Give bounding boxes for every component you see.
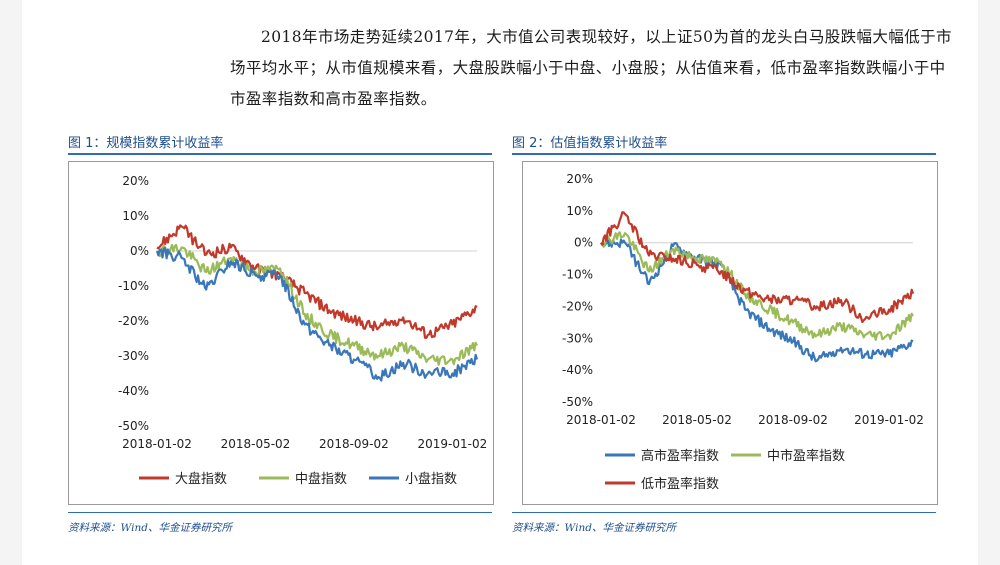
fig2-legend-label-2: 中市盈率指数 [767, 448, 845, 464]
fig1-series-line-3 [155, 246, 479, 382]
figure1-chart-frame: 20% 10% 0% -10% -20% -30% -40% -50% 2018-01-02 20… [68, 161, 494, 505]
figure2-rule [512, 153, 936, 155]
fig1-ytick-label: -10% [118, 279, 149, 293]
fig1-xtick-label: 2019-01-02 [418, 437, 488, 451]
fig2-series-line-1 [600, 237, 914, 363]
fig2-legend-label-1: 高市盈率指数 [641, 448, 719, 464]
fig2-ytick-label: -20% [562, 299, 593, 313]
fig2-series-line-3 [600, 211, 915, 324]
fig1-legend-label-2: 中盘指数 [295, 471, 347, 487]
figure2-chart: 20% 10% 0% -10% -20% -30% -40% -50% 2018-01-02 20… [562, 172, 924, 492]
fig2-legend-label-3: 低市盈率指数 [641, 476, 719, 492]
fig1-ytick-label: -30% [118, 349, 149, 363]
fig1-ytick-label: 20% [122, 174, 149, 188]
figure2-title: 图 2：估值指数累计收益率 [512, 136, 668, 151]
fig1-series-line-2 [156, 243, 478, 366]
fig2-ytick-label: -30% [562, 331, 593, 345]
fig1-ytick-label: -50% [118, 419, 149, 433]
figure1-source-rule [68, 512, 492, 513]
fig2-xtick-label: 2018-01-02 [566, 413, 636, 427]
fig2-ytick-label: -50% [562, 395, 593, 409]
fig1-ytick-label: 10% [122, 209, 149, 223]
fig2-ytick-label: 20% [566, 172, 593, 186]
fig1-legend-label-1: 大盘指数 [175, 471, 227, 487]
fig1-xtick-label: 2018-05-02 [221, 437, 291, 451]
report-page: 2018年市场走势延续2017年，大市值公司表现较好，以上证50为首的龙头白马股… [22, 0, 978, 565]
fig2-ytick-label: -40% [562, 363, 593, 377]
figure1-title: 图 1：规模指数累计收益率 [68, 136, 224, 151]
figure2-chart-frame: 20% 10% 0% -10% -20% -30% -40% -50% 2018-01-02 20… [522, 161, 938, 505]
fig2-ytick-label: 0% [574, 236, 593, 250]
figure1-rule [68, 153, 492, 155]
figure2-source-rule [512, 512, 936, 513]
figure1-chart: 20% 10% 0% -10% -20% -30% -40% -50% 2018-01-02 20… [118, 174, 488, 487]
fig2-series-line-2 [600, 231, 914, 341]
fig2-xtick-label: 2019-01-02 [854, 413, 924, 427]
fig1-xtick-label: 2018-09-02 [319, 437, 389, 451]
figure1-source: 资料来源：Wind、华金证券研究所 [68, 522, 232, 534]
fig2-ytick-label: -10% [562, 268, 593, 282]
fig1-ytick-label: -20% [118, 314, 149, 328]
fig2-xtick-label: 2018-05-02 [662, 413, 732, 427]
fig1-legend-label-3: 小盘指数 [405, 471, 457, 487]
summary-paragraph: 2018年市场走势延续2017年，大市值公司表现较好，以上证50为首的龙头白马股… [230, 28, 952, 108]
fig1-ytick-label: -40% [118, 384, 149, 398]
figure2-source: 资料来源：Wind、华金证券研究所 [512, 522, 676, 534]
fig2-ytick-label: 10% [566, 204, 593, 218]
fig2-xtick-label: 2018-09-02 [758, 413, 828, 427]
fig1-xtick-label: 2018-01-02 [122, 437, 192, 451]
fig1-ytick-label: 0% [130, 244, 149, 258]
fig1-series-line-1 [156, 224, 478, 339]
